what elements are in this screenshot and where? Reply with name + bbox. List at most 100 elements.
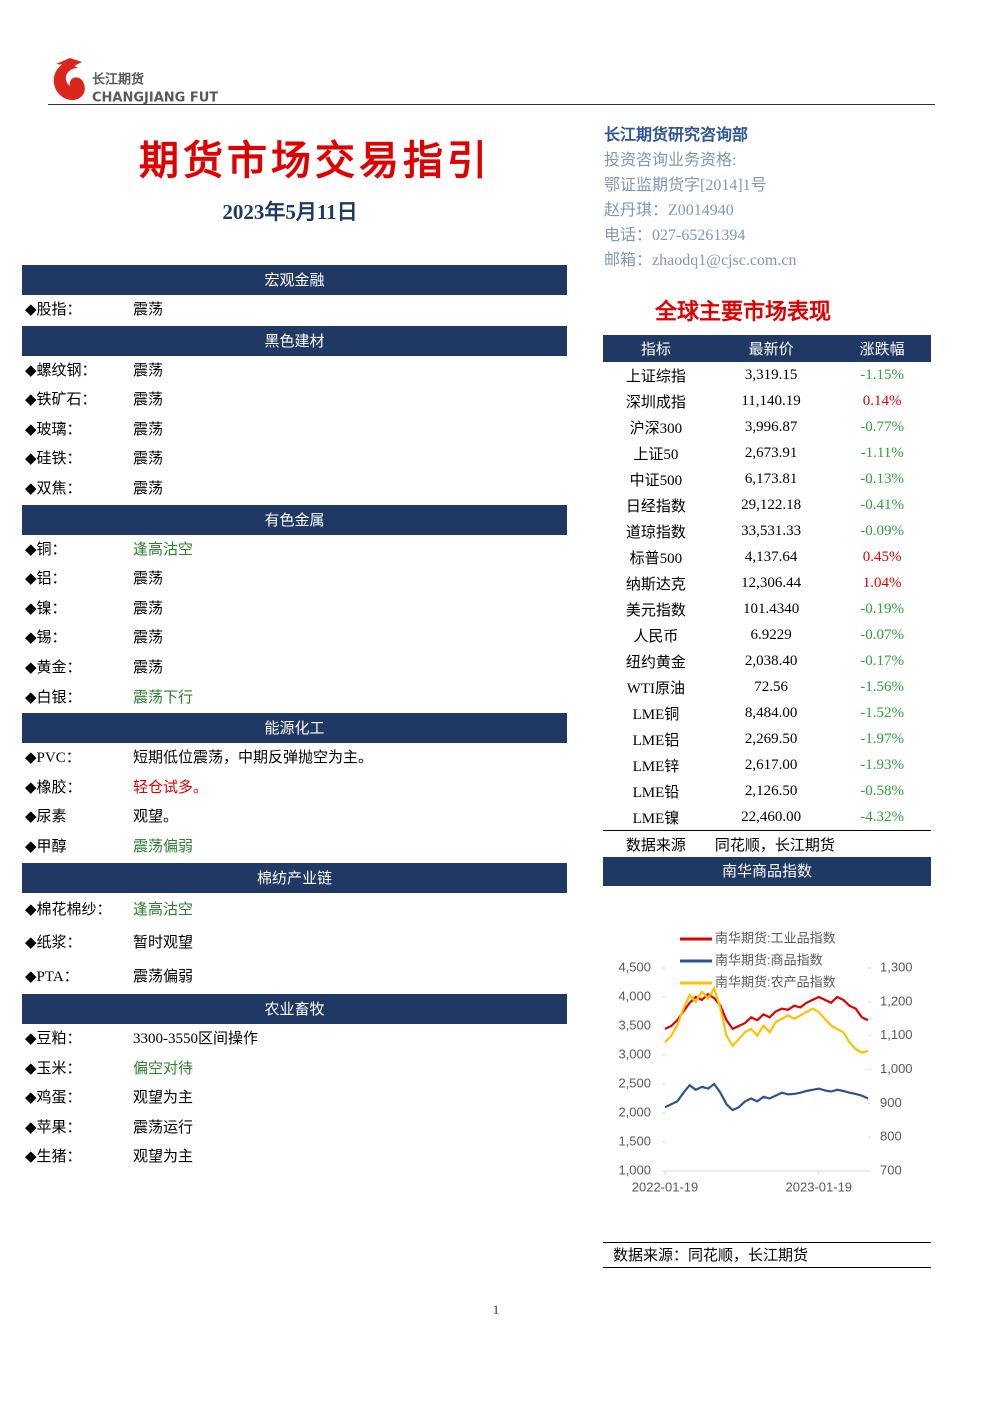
market-cell: 上证综指 [625, 368, 686, 385]
item-view: 震荡偏弱 [133, 838, 194, 855]
market-row: 纳斯达克 12,306.44 1.04% [603, 570, 931, 596]
market-cell: 6,173.81 [744, 470, 798, 487]
item-name: ◆硅铁： [25, 445, 82, 475]
bullet: ◆ [25, 838, 37, 855]
item-name: ◆螺纹钢： [25, 357, 97, 387]
column-header: 最新价 [708, 335, 834, 362]
y-tick-label: 4,500 [618, 959, 651, 974]
market-cell: 深圳成指 [625, 394, 686, 411]
y2-tick-label: 1,200 [880, 993, 913, 1008]
item-name: ◆纸浆： [25, 927, 82, 961]
header-rule [48, 104, 935, 105]
outlook-row: ◆股指： 震荡 [22, 296, 567, 326]
item-name: ◆生猪： [25, 1143, 82, 1173]
outlook-row: ◆棉花棉纱： 逢高沽空 [22, 894, 567, 928]
item-name-text: 铜： [36, 541, 67, 558]
item-name-text: 甲醇 [36, 838, 67, 855]
y2-tick-label: 700 [880, 1162, 902, 1177]
y2-tick-label: 1,100 [880, 1027, 913, 1042]
outlook-row: ◆双焦： 震荡 [22, 475, 567, 505]
item-view: 3300-3550区间操作 [133, 1031, 258, 1047]
y-tick-label: 2,500 [618, 1075, 651, 1090]
market-cell: 2,126.50 [744, 782, 798, 799]
contact-line: 赵丹琪：Z0014940 [604, 202, 734, 219]
outlook-list: 宏观金融 ◆股指： 震荡 黑色建材 ◆螺纹钢： 震荡 ◆铁矿石： 震荡 ◆玻璃： 震荡 ◆硅铁： 震荡… [22, 265, 567, 1173]
market-cell: -1.52% [860, 704, 905, 721]
bullet: ◆ [25, 935, 37, 951]
item-name: ◆甲醇 [25, 833, 67, 863]
item-name: ◆白银： [25, 684, 82, 714]
market-table: 指标 最新价 涨跌幅 上证综指 3,319.15 -1.15% 深圳成指 11,140.19 0… [603, 335, 931, 858]
bullet: ◆ [25, 1119, 37, 1136]
source-cell: 同花顺，长江期货 [708, 830, 931, 858]
market-row: 道琼指数 33,531.33 -0.09% [603, 518, 931, 544]
outlook-row: ◆玉米： 偏空对待 [22, 1055, 567, 1085]
market-row: LME铝 2,269.50 -1.97% [603, 726, 931, 752]
outlook-row: ◆苹果： 震荡运行 [22, 1114, 567, 1144]
contact-line: 鄂证监期货字[2014]1号 [604, 177, 767, 194]
doc-title: 期货市场交易指引 [139, 138, 491, 183]
market-row: 深圳成指 11,140.19 0.14% [603, 388, 931, 414]
outlook-row: ◆黄金： 震荡 [22, 654, 567, 684]
item-name: ◆锡： [25, 624, 67, 654]
outlook-row: ◆豆粕： 3300-3550区间操作 [22, 1025, 567, 1055]
outlook-row: ◆铝： 震荡 [22, 565, 567, 595]
market-cell: 4,137.64 [744, 548, 798, 565]
doc-date: 2023年5月11日 [222, 200, 358, 224]
outlook-row: ◆橡胶： 轻仓试多。 [22, 774, 567, 804]
item-view: 震荡运行 [133, 1119, 194, 1136]
bullet: ◆ [25, 659, 37, 676]
outlook-row: ◆白银： 震荡下行 [22, 684, 567, 714]
item-name: ◆玻璃： [25, 416, 82, 446]
market-cell: 11,140.19 [741, 392, 801, 409]
item-name-text: 双焦： [36, 480, 82, 497]
item-name-text: 生猪： [36, 1149, 82, 1166]
market-cell: 2,038.40 [744, 652, 798, 669]
market-row: LME铅 2,126.50 -0.58% [603, 778, 931, 804]
y-tick-label: 3,500 [618, 1017, 651, 1032]
market-row: 纽约黄金 2,038.40 -0.17% [603, 648, 931, 674]
market-cell: 0.14% [862, 392, 902, 409]
y-tick-label: 2,000 [618, 1104, 651, 1119]
outlook-row: ◆硅铁： 震荡 [22, 445, 567, 475]
market-cell: -1.15% [860, 366, 905, 383]
market-cell: -1.11% [860, 444, 904, 461]
market-cell: LME铝 [632, 732, 680, 749]
bullet: ◆ [25, 362, 37, 379]
market-cell: 72.56 [754, 678, 788, 695]
market-cell: 美元指数 [625, 602, 686, 619]
market-cell: -1.97% [860, 730, 905, 747]
item-name: ◆股指： [25, 296, 82, 326]
bullet: ◆ [25, 421, 37, 438]
market-row: 中证500 6,173.81 -0.13% [603, 466, 931, 492]
item-name: ◆豆粕： [25, 1025, 82, 1055]
item-name-text: 铁矿石： [36, 392, 97, 409]
market-row: WTI原油 72.56 -1.56% [603, 674, 931, 700]
logo-text: 长江期货 [92, 72, 144, 88]
market-cell: 中证500 [629, 472, 683, 489]
outlook-row: ◆PTA： 震荡偏弱 [22, 961, 567, 995]
market-cell: -0.19% [860, 600, 905, 617]
market-row: 上证50 2,673.91 -1.11% [603, 440, 931, 466]
y-tick-label: 1,000 [618, 1162, 651, 1177]
item-view: 偏空对待 [133, 1060, 194, 1077]
item-view: 逢高沽空 [133, 541, 194, 558]
market-title: 全球主要市场表现 [654, 299, 831, 324]
bullet: ◆ [25, 1031, 37, 1047]
market-cell: 标普500 [629, 550, 683, 567]
market-cell: 上证50 [633, 446, 679, 463]
item-view: 震荡 [133, 480, 164, 497]
item-view: 短期低位震荡，中期反弹抛空为主。 [133, 750, 374, 767]
item-name: ◆镍： [25, 595, 67, 625]
y-tick-label: 3,000 [618, 1046, 651, 1061]
market-row: 日经指数 29,122.18 -0.41% [603, 492, 931, 518]
market-cell: -4.32% [860, 808, 905, 825]
outlook-row: ◆螺纹钢： 震荡 [22, 357, 567, 387]
item-view: 观望为主 [133, 1090, 194, 1107]
y2-tick-label: 1,300 [880, 959, 913, 974]
item-view: 震荡 [133, 362, 164, 379]
bullet: ◆ [25, 689, 37, 706]
item-name: ◆尿素 [25, 803, 67, 833]
market-cell: -0.58% [860, 782, 905, 799]
source-row: 数据来源 同花顺，长江期货 [603, 830, 931, 858]
